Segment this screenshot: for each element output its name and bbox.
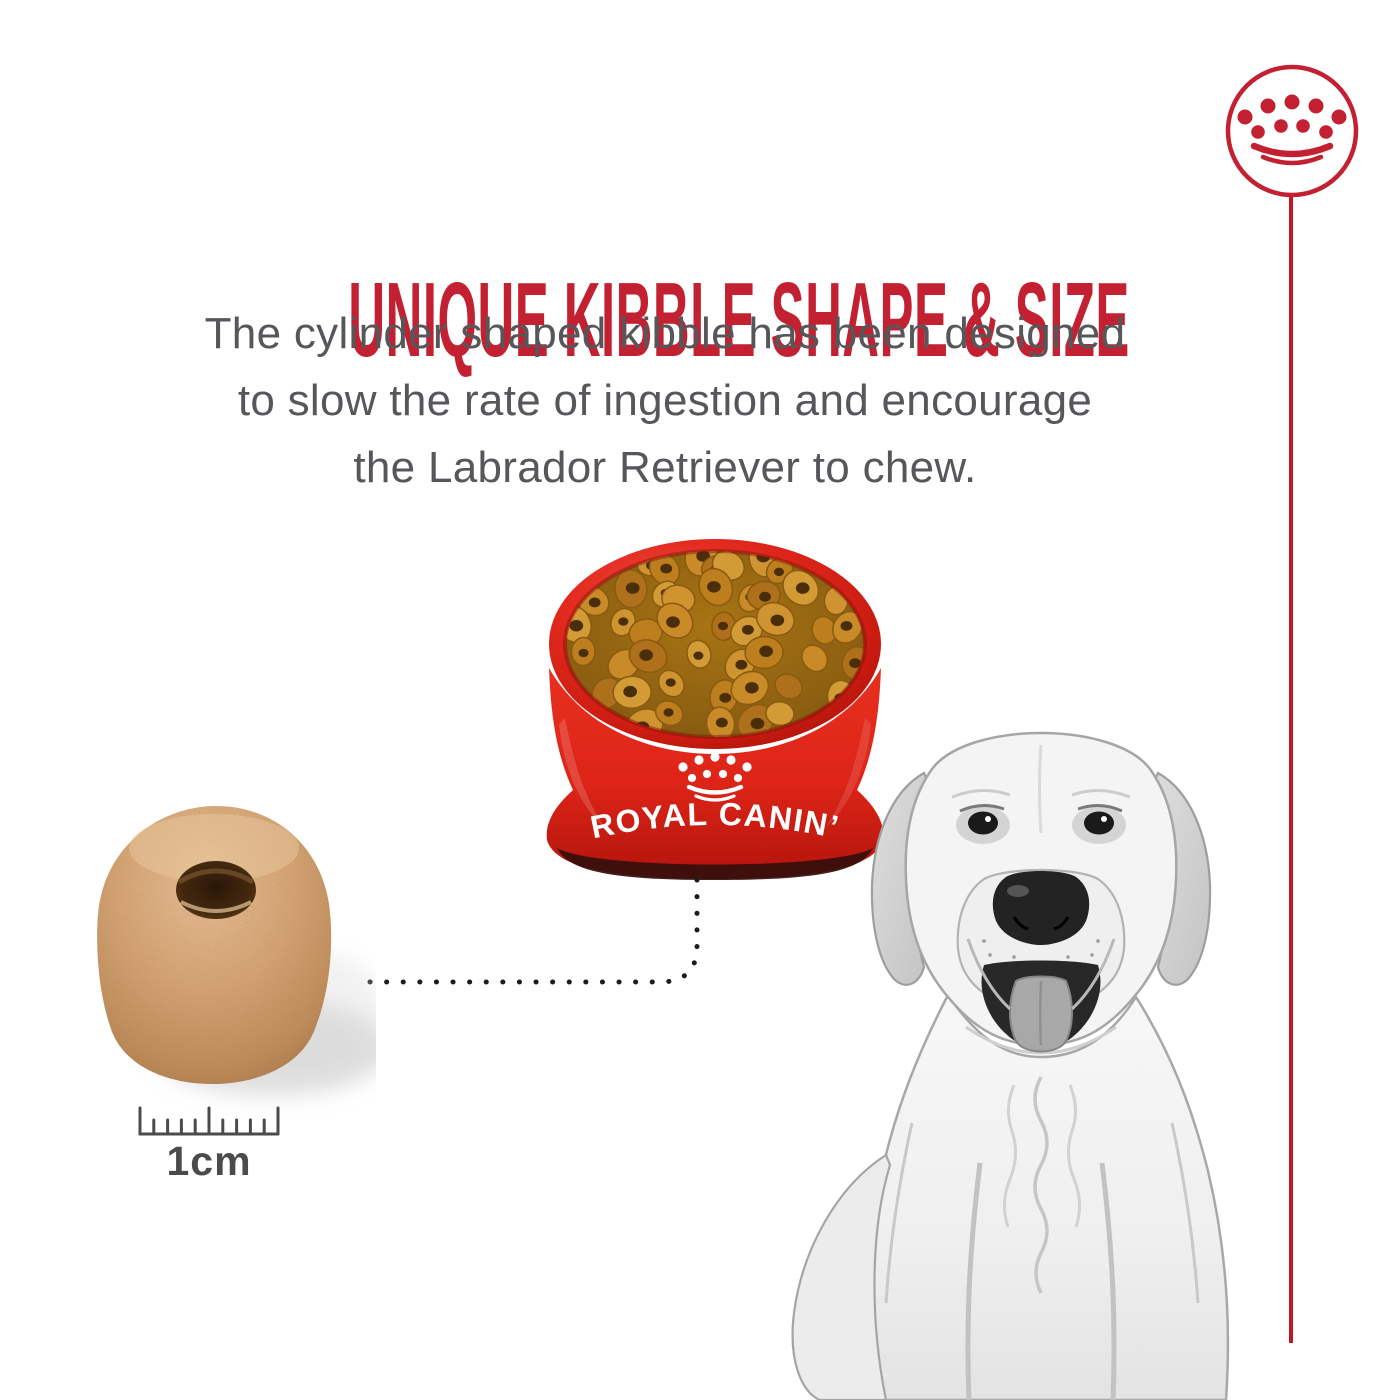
- scale-ruler: [138, 1106, 280, 1136]
- kibble-closeup-image: [97, 806, 376, 1096]
- labrador-retriever-illustration: [791, 731, 1230, 1400]
- vertical-accent-line: [1289, 197, 1293, 1343]
- dotted-connector-line: [367, 871, 700, 985]
- crown-jewels: [1237, 94, 1347, 139]
- crown-base: [1250, 142, 1334, 166]
- dog-left-eye: [968, 811, 998, 835]
- scale-label: 1cm: [166, 1138, 252, 1184]
- dog-haunch: [791, 1153, 892, 1400]
- kibble-bowl-image: ROYAL CANIN’: [546, 539, 884, 880]
- logo-circle: [1225, 64, 1359, 198]
- bowl-crown-icon: [678, 752, 752, 802]
- dog-right-eye: [1084, 811, 1114, 835]
- kibble-donuts: [566, 551, 864, 737]
- description-line: the Labrador Retriever to chew.: [353, 443, 977, 492]
- dog-nose: [992, 871, 1090, 945]
- bowl-front: [546, 668, 884, 879]
- description: The cylinder shaped kibble has been desi…: [0, 300, 1330, 501]
- bowl-base-shadow: [557, 848, 873, 880]
- description-line: The cylinder shaped kibble has been desi…: [204, 309, 1126, 358]
- dog-body: [852, 992, 1230, 1400]
- royal-canin-crown-icon: [1225, 64, 1359, 198]
- description-line: to slow the rate of ingestion and encour…: [237, 376, 1093, 425]
